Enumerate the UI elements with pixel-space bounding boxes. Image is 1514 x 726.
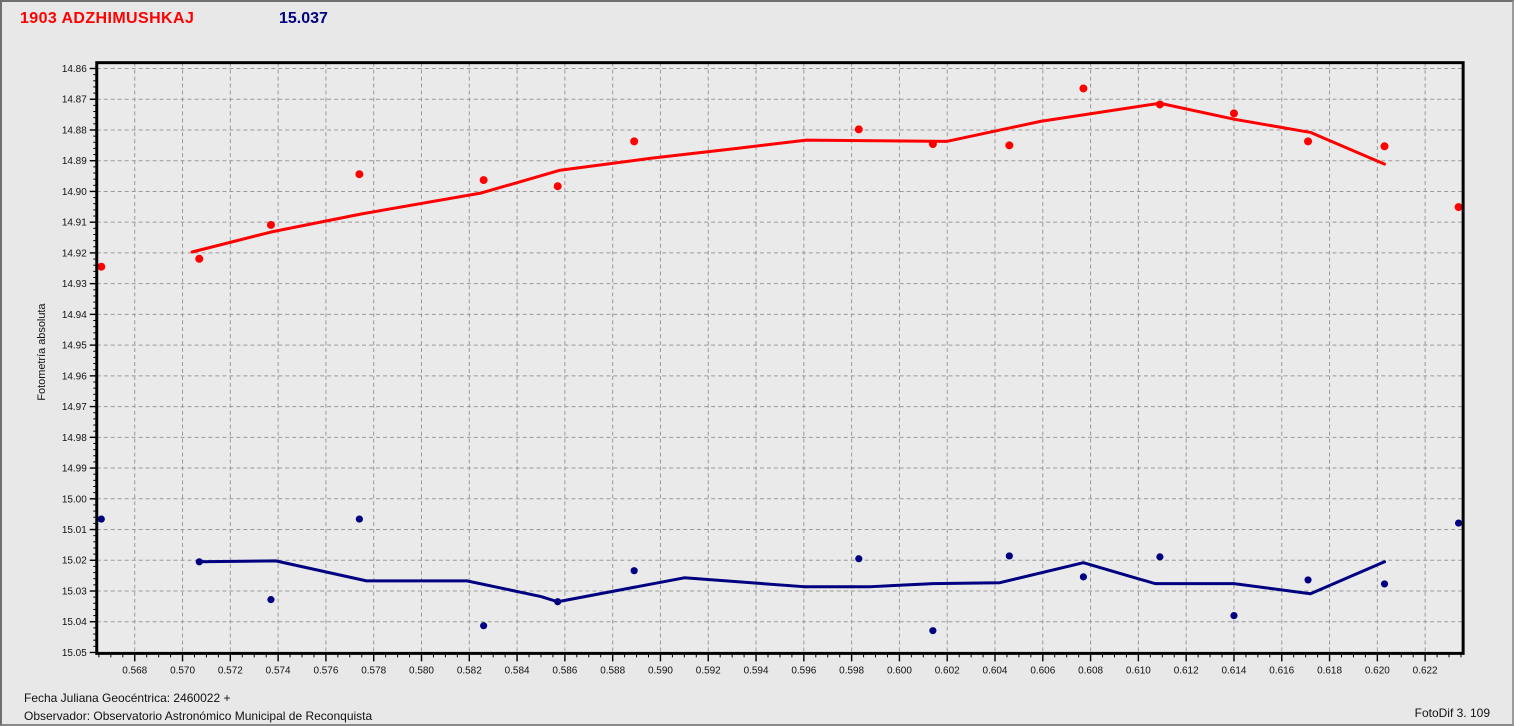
photometry-point [97,262,106,271]
x-tick-label: 0.576 [313,665,338,676]
x-tick-label: 0.580 [409,665,434,676]
comparison-point [855,555,863,563]
y-tick-label: 15.01 [62,525,87,536]
y-tick-label: 15.00 [62,494,87,505]
x-tick-label: 0.610 [1126,665,1151,676]
x-tick-label: 0.622 [1413,665,1438,676]
y-tick-label: 14.89 [62,156,87,167]
y-tick-label: 15.03 [62,586,87,597]
photometry-point [479,176,488,185]
y-tick-label: 14.88 [62,125,87,136]
comparison-point [554,598,562,606]
comparison-point [630,567,638,575]
photometry-fit-curve [190,101,1387,254]
y-tick-label: 14.87 [62,95,87,106]
x-tick-label: 0.582 [457,665,482,676]
y-tick-label: 14.98 [62,433,87,444]
x-tick-label: 0.608 [1078,665,1103,676]
x-tick-label: 0.590 [648,665,673,676]
comparison-point [267,596,275,604]
comparison-point [195,558,203,566]
x-tick-label: 0.598 [839,665,864,676]
x-tick-label: 0.578 [361,665,386,676]
y-tick-label: 15.05 [62,648,87,659]
y-tick-label: 14.92 [62,248,87,259]
photometry-point [854,125,863,134]
photometry-point [1380,142,1389,151]
y-tick-label: 14.86 [62,64,87,75]
comparison-point [1380,580,1389,588]
julian-date-label: Fecha Juliana Geocéntrica: 2460022 + [24,691,231,705]
comparison-point [1230,612,1238,620]
x-tick-label: 0.600 [887,665,912,676]
photometry-point [1005,141,1014,150]
y-tick-label: 14.99 [62,464,87,475]
photometry-point [1155,100,1164,109]
plot-frame [95,61,1465,655]
photometry-point [1079,84,1088,93]
y-tick-label: 14.95 [62,341,87,352]
y-axis-title: Fotometría absoluta [36,303,48,401]
y-tick-label: 15.02 [62,556,87,567]
photometry-point [1229,109,1238,118]
comparison-point [97,515,105,523]
y-tick-label: 14.91 [62,218,87,229]
y-tick-label: 14.90 [62,187,87,198]
comparison-point [1454,519,1463,527]
comparison-fit-curve [197,559,1387,604]
observer-label: Observador: Observatorio Astronómico Mun… [24,709,373,723]
x-tick-label: 0.586 [552,665,577,676]
plot-area [96,62,1464,654]
comparison-point [1156,553,1164,561]
x-tick-label: 0.612 [1174,665,1199,676]
comparison-point [1079,573,1088,581]
comparison-point [480,622,488,630]
x-tick-label: 0.604 [983,665,1008,676]
x-tick-label: 0.570 [170,665,195,676]
photometry-point [266,220,275,229]
x-tick-label: 0.606 [1030,665,1055,676]
comparison-point [355,515,363,523]
x-tick-label: 0.568 [122,665,147,676]
x-tick-label: 0.614 [1222,665,1247,676]
y-tick-label: 14.94 [62,310,87,321]
photometry-point [630,137,639,146]
x-tick-label: 0.574 [266,665,291,676]
photometry-point [195,254,204,263]
x-tick-label: 0.584 [505,665,530,676]
x-tick-label: 0.602 [935,665,960,676]
x-tick-label: 0.594 [744,665,769,676]
comparison-point [1304,576,1312,584]
photometry-point [1454,203,1463,212]
y-tick-label: 15.04 [62,617,87,628]
x-tick-label: 0.620 [1365,665,1390,676]
comparison-point [929,627,937,635]
mean-magnitude-value: 15.037 [279,10,328,27]
photometry-point [355,170,364,179]
photometry-point [553,182,562,191]
x-tick-label: 0.592 [696,665,721,676]
app-credit-label: FotoDif 3. 109 [1414,706,1490,720]
photometry-point [1304,137,1313,146]
x-tick-label: 0.596 [791,665,816,676]
x-tick-label: 0.588 [600,665,625,676]
comparison-point [1005,552,1013,560]
x-tick-label: 0.572 [218,665,243,676]
object-title: 1903 ADZHIMUSHKAJ [20,10,195,27]
y-tick-label: 14.93 [62,279,87,290]
x-tick-label: 0.618 [1317,665,1342,676]
y-tick-label: 14.97 [62,402,87,413]
y-tick-label: 14.96 [62,371,87,382]
photometry-point [928,140,937,149]
x-tick-label: 0.616 [1269,665,1294,676]
